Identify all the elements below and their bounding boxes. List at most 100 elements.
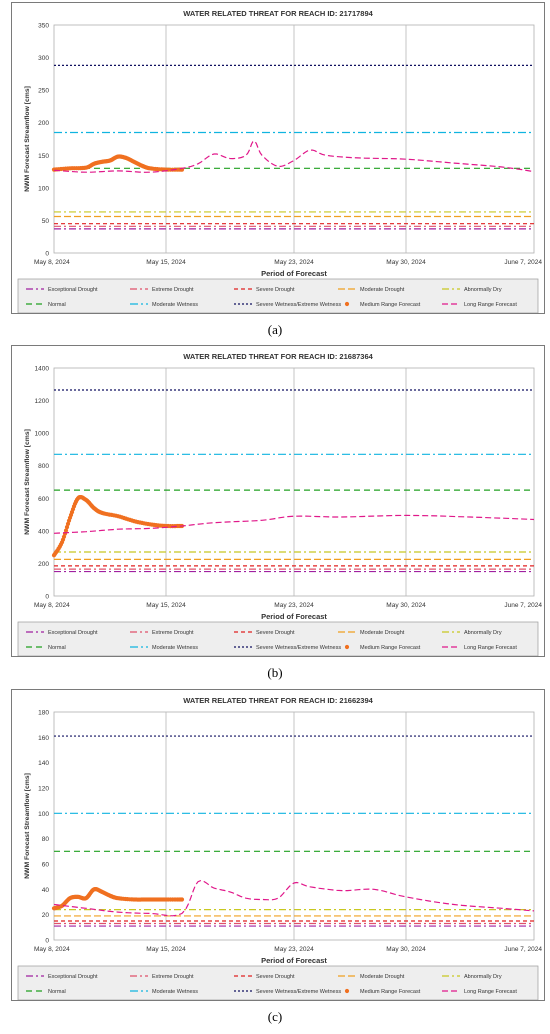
chart-title: WATER RELATED THREAT FOR REACH ID: 21662…	[183, 696, 373, 705]
y-tick-label: 0	[45, 594, 49, 601]
legend-label-normal: Normal	[48, 989, 66, 995]
y-tick-label: 1400	[35, 366, 50, 373]
x-tick-label: June 7, 2024	[504, 259, 542, 266]
y-tick-label: 600	[38, 496, 49, 503]
y-tick-label: 120	[38, 786, 49, 793]
panel-label-c: (c)	[267, 1009, 283, 1024]
legend-marker-medium-range-forecast	[344, 644, 350, 650]
legend-marker-medium-range-forecast	[344, 301, 350, 307]
y-tick-label: 200	[38, 120, 49, 127]
y-tick-label: 100	[38, 811, 49, 818]
y-tick-label: 1000	[35, 431, 50, 438]
y-axis-label: NWM Forecast Streamflow [cms]	[24, 429, 31, 535]
y-tick-label: 40	[42, 887, 50, 894]
legend-label-severe-wetness-extreme-wetness: Severe Wetness/Extreme Wetness	[256, 645, 341, 651]
legend-label-moderate-wetness: Moderate Wetness	[152, 989, 198, 995]
legend-label-normal: Normal	[48, 645, 66, 651]
legend-label-exceptional-drought: Exceptional Drought	[48, 974, 98, 980]
x-tick-label: May 8, 2024	[34, 602, 70, 609]
medium-range-forecast-point	[64, 525, 70, 530]
legend-label-severe-wetness-extreme-wetness: Severe Wetness/Extreme Wetness	[256, 302, 341, 308]
legend-box	[17, 965, 539, 1000]
y-axis-label: NWM Forecast Streamflow [cms]	[24, 86, 31, 192]
legend-label-abnormally-dry: Abnormally Dry	[464, 287, 502, 293]
y-tick-label: 300	[38, 55, 49, 62]
y-tick-label: 160	[38, 735, 49, 742]
y-tick-label: 400	[38, 528, 49, 535]
x-tick-label: May 15, 2024	[146, 602, 186, 609]
legend-label-moderate-drought: Moderate Drought	[360, 630, 405, 636]
x-tick-label: May 23, 2024	[274, 946, 314, 953]
x-tick-label: May 30, 2024	[386, 259, 426, 266]
legend-label-exceptional-drought: Exceptional Drought	[48, 287, 98, 293]
legend-label-extreme-drought: Extreme Drought	[152, 630, 194, 636]
legend-label-severe-drought: Severe Drought	[256, 630, 295, 636]
legend-label-long-range-forecast: Long Range Forecast	[464, 302, 517, 308]
legend-label-medium-range-forecast: Medium Range Forecast	[360, 645, 421, 651]
legend-label-moderate-wetness: Moderate Wetness	[152, 302, 198, 308]
chart-panel-b: WATER RELATED THREAT FOR REACH ID: 21687…	[11, 345, 545, 657]
chart-b-svg: WATER RELATED THREAT FOR REACH ID: 21687…	[17, 352, 542, 656]
x-tick-label: May 15, 2024	[146, 259, 186, 266]
x-tick-label: May 8, 2024	[34, 259, 70, 266]
x-tick-label: June 7, 2024	[504, 602, 542, 609]
legend-label-long-range-forecast: Long Range Forecast	[464, 989, 517, 995]
legend-label-abnormally-dry: Abnormally Dry	[464, 630, 502, 636]
chart-a-svg: WATER RELATED THREAT FOR REACH ID: 21717…	[17, 9, 542, 313]
y-tick-label: 140	[38, 760, 49, 767]
y-tick-label: 800	[38, 463, 49, 470]
chart-panel-c: WATER RELATED THREAT FOR REACH ID: 21662…	[11, 689, 545, 1001]
y-tick-label: 250	[38, 88, 49, 95]
legend-box	[17, 621, 539, 656]
legend-label-normal: Normal	[48, 302, 66, 308]
x-tick-label: May 30, 2024	[386, 602, 426, 609]
long-range-forecast-line	[53, 140, 535, 173]
long-range-forecast-line	[53, 514, 535, 534]
chart-panel-a: WATER RELATED THREAT FOR REACH ID: 21717…	[11, 2, 545, 314]
x-tick-label: May 23, 2024	[274, 259, 314, 266]
y-tick-label: 0	[45, 251, 49, 258]
legend-label-moderate-drought: Moderate Drought	[360, 287, 405, 293]
x-tick-label: May 8, 2024	[34, 946, 70, 953]
legend-label-moderate-drought: Moderate Drought	[360, 974, 405, 980]
x-axis-label: Period of Forecast	[261, 269, 327, 278]
legend-label-medium-range-forecast: Medium Range Forecast	[360, 302, 421, 308]
x-tick-label: May 15, 2024	[146, 946, 186, 953]
y-tick-label: 60	[42, 862, 50, 869]
medium-range-forecast-point	[179, 897, 185, 902]
x-tick-label: May 30, 2024	[386, 946, 426, 953]
y-tick-label: 180	[38, 710, 49, 717]
legend-label-medium-range-forecast: Medium Range Forecast	[360, 989, 421, 995]
x-axis-label: Period of Forecast	[261, 956, 327, 965]
legend-label-abnormally-dry: Abnormally Dry	[464, 974, 502, 980]
x-tick-label: June 7, 2024	[504, 946, 542, 953]
y-axis-label: NWM Forecast Streamflow [cms]	[24, 773, 31, 879]
y-tick-label: 80	[42, 836, 50, 843]
panel-label-b: (b)	[267, 665, 283, 680]
y-tick-label: 50	[42, 218, 50, 225]
y-tick-label: 20	[42, 912, 50, 919]
y-tick-label: 0	[45, 938, 49, 945]
legend-label-severe-wetness-extreme-wetness: Severe Wetness/Extreme Wetness	[256, 989, 341, 995]
y-tick-label: 150	[38, 153, 49, 160]
x-tick-label: May 23, 2024	[274, 602, 314, 609]
legend-label-extreme-drought: Extreme Drought	[152, 287, 194, 293]
legend-label-severe-drought: Severe Drought	[256, 974, 295, 980]
legend-label-moderate-wetness: Moderate Wetness	[152, 645, 198, 651]
chart-c-svg: WATER RELATED THREAT FOR REACH ID: 21662…	[17, 696, 542, 1000]
legend-marker-medium-range-forecast	[344, 988, 350, 994]
medium-range-forecast-point	[65, 521, 71, 526]
legend-label-exceptional-drought: Exceptional Drought	[48, 630, 98, 636]
y-tick-label: 200	[38, 561, 49, 568]
legend-box	[17, 278, 539, 313]
y-tick-label: 350	[38, 23, 49, 30]
x-axis-label: Period of Forecast	[261, 612, 327, 621]
y-tick-label: 100	[38, 185, 49, 192]
chart-title: WATER RELATED THREAT FOR REACH ID: 21687…	[183, 352, 373, 361]
legend-label-long-range-forecast: Long Range Forecast	[464, 645, 517, 651]
legend-label-extreme-drought: Extreme Drought	[152, 974, 194, 980]
medium-range-forecast-point	[63, 528, 69, 533]
chart-title: WATER RELATED THREAT FOR REACH ID: 21717…	[183, 9, 373, 18]
y-tick-label: 1200	[35, 398, 50, 405]
legend-label-severe-drought: Severe Drought	[256, 287, 295, 293]
